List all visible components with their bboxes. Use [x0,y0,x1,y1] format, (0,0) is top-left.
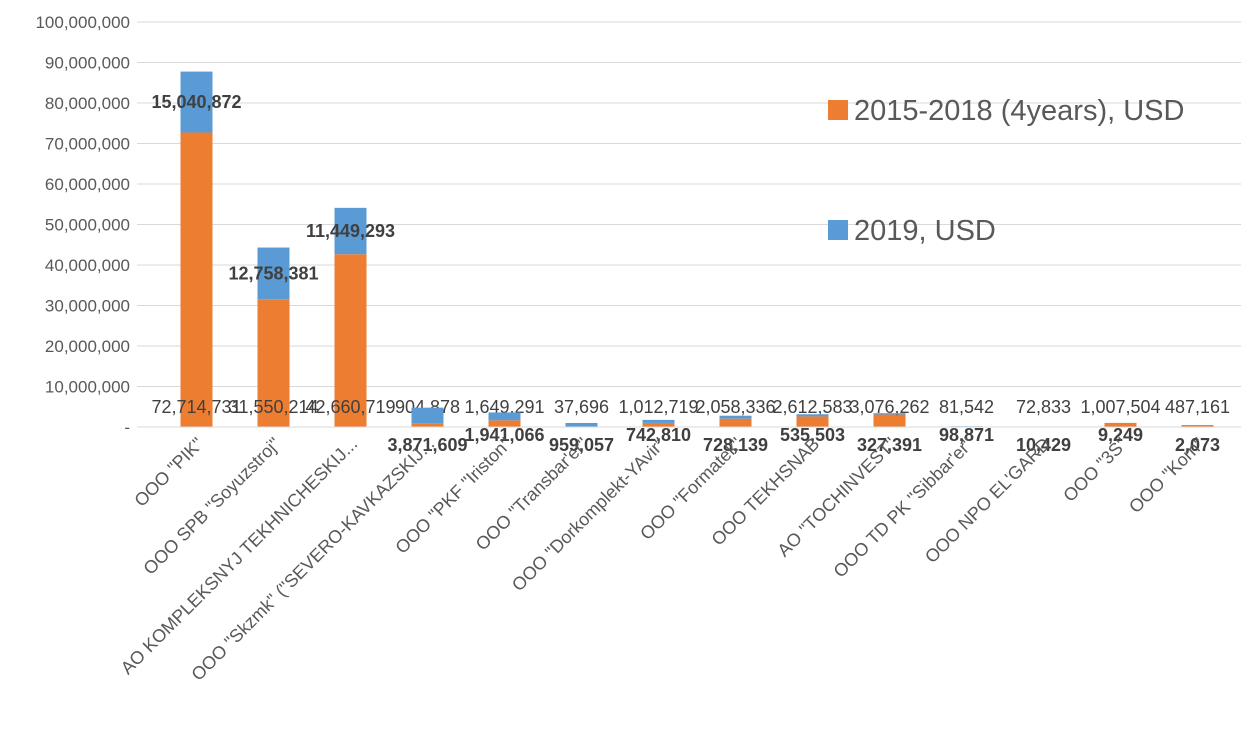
bar-segment [411,407,444,424]
bar-segment [873,413,906,415]
data-label: 42,660,719 [305,397,395,417]
x-tick-label: OOO "Dorkomplekt-YAvir" [508,434,669,595]
bar-segment [180,71,213,133]
y-tick-label: 20,000,000 [45,337,130,356]
data-label: 15,040,872 [151,92,241,112]
bar-segment [565,422,598,427]
x-tick-label: OOO NPO EL'GARD [921,434,1054,567]
data-label: 1,941,066 [464,425,544,445]
bar-segment [257,299,290,427]
data-label: 9,249 [1098,425,1143,445]
data-label: 1,007,504 [1080,397,1160,417]
data-label: 2,612,583 [772,397,852,417]
data-label: 31,550,214 [228,397,318,417]
y-tick-label: 60,000,000 [45,175,130,194]
y-tick-label: 90,000,000 [45,54,130,73]
y-tick-label: - [124,418,130,437]
bar-segment [642,422,675,427]
data-label: 12,758,381 [228,263,318,283]
x-tick-label: OOO "Korn" [1125,434,1208,517]
bar-segment [796,416,829,427]
legend-item: 2015-2018 (4years), USD [828,90,1188,132]
data-label: 1,649,291 [464,397,544,417]
data-label: 2,073 [1175,435,1220,455]
y-tick-label: 80,000,000 [45,94,130,113]
x-tick-label: OOO SPB "Soyuzstroj" [139,434,284,579]
legend-label: 2015-2018 (4years), USD [854,95,1185,127]
y-tick-label: 10,000,000 [45,378,130,397]
data-label: 327,391 [857,435,922,455]
legend-swatch [828,100,848,120]
x-tick-label: OOO "PIK" [130,434,207,511]
bar-segment [180,132,213,427]
data-label: 72,833 [1016,397,1071,417]
data-label: 10,429 [1016,435,1071,455]
data-label: 11,449,293 [306,221,395,241]
bar-segment [1104,422,1137,427]
data-label: 728,139 [703,435,768,455]
bar-segment [719,415,752,419]
data-label: 742,810 [626,425,691,445]
bar-segment [642,419,675,423]
bar-segment [1181,425,1214,427]
bar-segment [796,414,829,417]
bar-segment [488,412,521,421]
y-tick-label: 40,000,000 [45,256,130,275]
bar-segment [334,254,367,427]
bar-segment [873,414,906,427]
y-tick-label: 50,000,000 [45,216,130,235]
bar-segment [488,420,521,427]
y-tick-label: 70,000,000 [45,135,130,154]
legend-label: 2019, USD [854,215,996,247]
data-label: 959,057 [549,435,614,455]
data-label: 37,696 [554,397,609,417]
bar-segment [257,247,290,300]
bar-segment [334,207,367,255]
y-tick-label: 30,000,000 [45,297,130,316]
legend-item: 2019, USD [828,210,1188,252]
data-label: 3,871,609 [387,435,467,455]
bar-segment [411,423,444,427]
legend-swatch [828,220,848,240]
data-label: 98,871 [939,425,994,445]
data-label: 1,012,719 [618,397,698,417]
data-label: 904,878 [395,397,460,417]
data-label: 487,161 [1165,397,1230,417]
data-label: 72,714,731 [151,397,241,417]
data-label: 81,542 [939,397,994,417]
data-label: 2,058,336 [695,397,775,417]
data-label: 535,503 [780,425,845,445]
data-label: 3,076,262 [849,397,929,417]
x-tick-label: OOO TD PK "Sibbar'er" [830,434,978,582]
bar-segment [719,418,752,427]
y-tick-label: 100,000,000 [35,13,130,32]
